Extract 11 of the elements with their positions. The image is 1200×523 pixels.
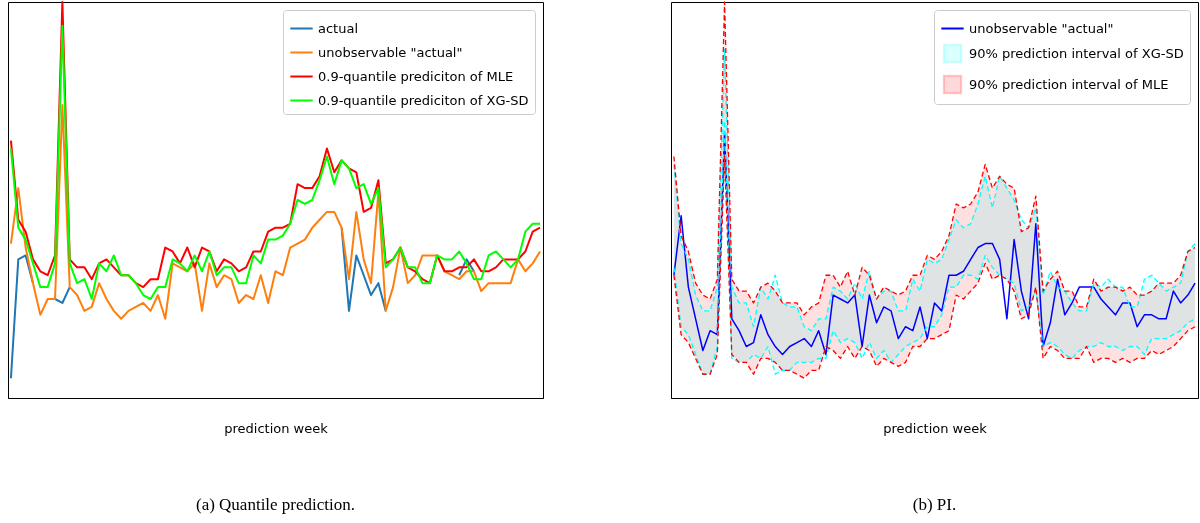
x-axis-title: prediction week [224, 420, 329, 436]
legend-label: 0.9-quantile prediciton of MLE [318, 68, 514, 84]
legend-label: unobservable "actual" [318, 44, 463, 60]
text: (a) Quantile prediction. [195, 495, 356, 514]
x-axis-title: prediction week [883, 420, 988, 436]
text: (b) PI. [912, 495, 957, 514]
legend-label: actual [318, 20, 359, 36]
legend-label: 90% prediction interval of MLE [969, 76, 1169, 92]
legend-label: 90% prediction interval of XG-SD [969, 45, 1184, 61]
legend-label: unobservable "actual" [969, 20, 1114, 36]
legend-label: 0.9-quantile prediciton of XG-SD [318, 92, 529, 108]
